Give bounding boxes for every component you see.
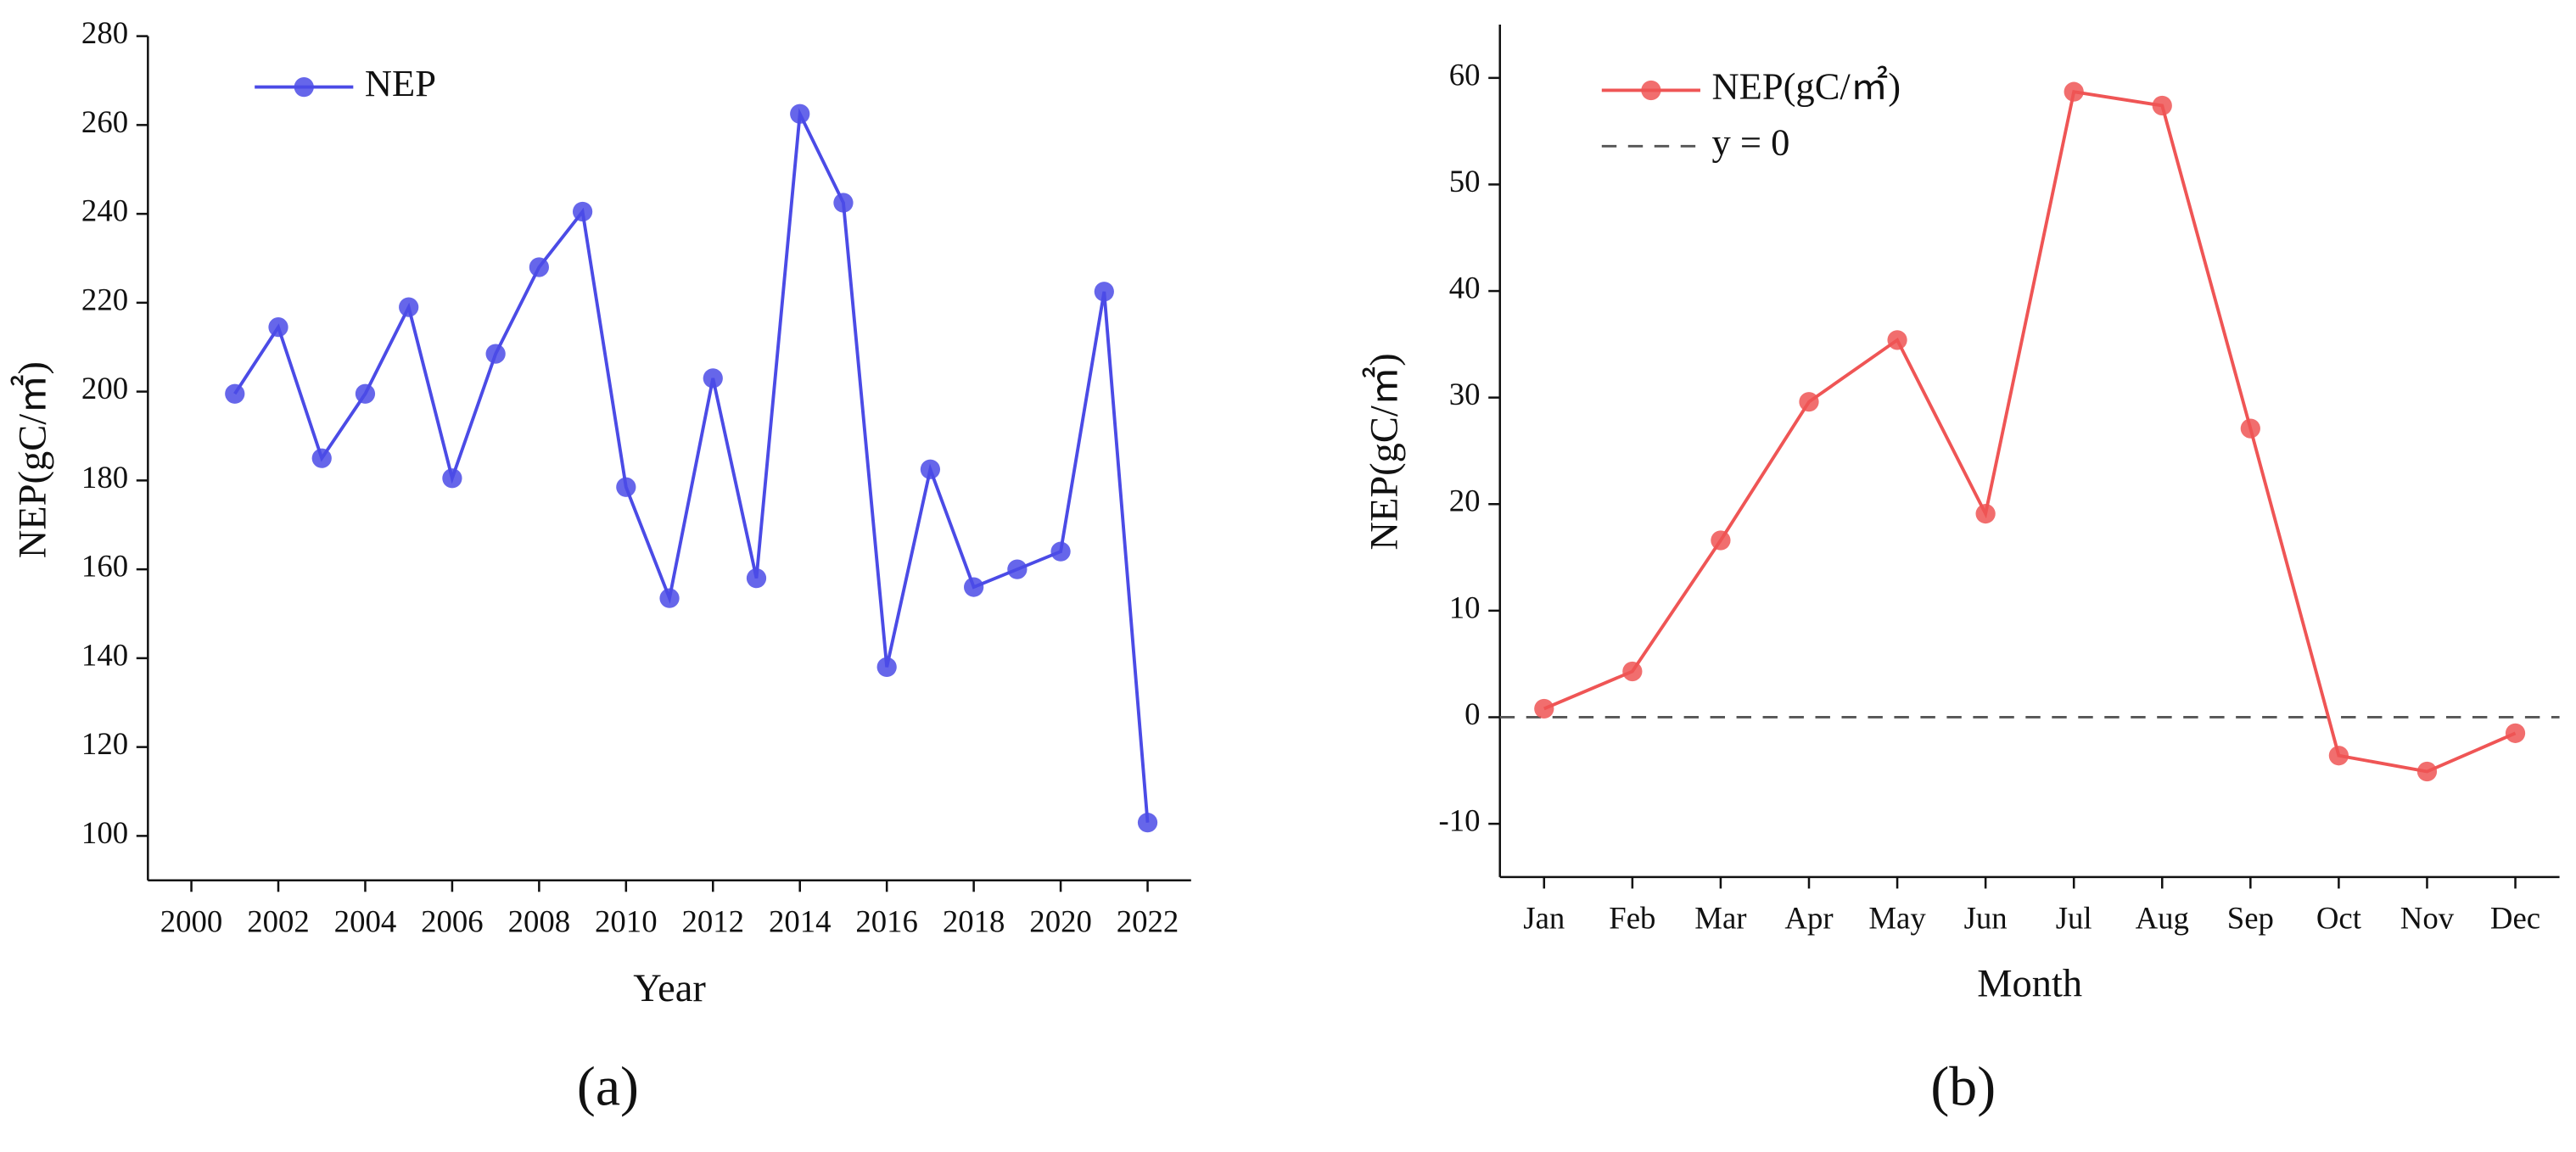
y-tick-label: 40 <box>1449 270 1481 305</box>
legend-label: NEP <box>365 62 436 104</box>
data-point <box>1887 330 1907 350</box>
x-axis-title: Month <box>1977 962 2082 1005</box>
y-tick-label: 20 <box>1449 484 1481 518</box>
data-point <box>1534 698 1554 719</box>
data-point <box>703 368 723 389</box>
y-tick-label: 220 <box>81 282 128 316</box>
data-point <box>268 317 288 338</box>
x-tick-label: Mar <box>1694 901 1746 936</box>
x-tick-label: Sep <box>2227 901 2274 936</box>
y-tick-label: 180 <box>81 460 128 495</box>
x-tick-label: 2016 <box>855 903 918 938</box>
data-point <box>2328 746 2349 766</box>
y-tick-label: 280 <box>81 15 128 50</box>
x-tick-label: 2014 <box>769 903 832 938</box>
x-tick-label: Feb <box>1609 901 1655 936</box>
data-point <box>311 448 332 468</box>
x-tick-label: Dec <box>2490 901 2540 936</box>
data-point <box>2152 95 2172 116</box>
legend-marker <box>1641 80 1661 101</box>
x-tick-label: 2010 <box>595 903 658 938</box>
series-line <box>1543 89 2517 774</box>
data-point <box>485 344 506 364</box>
x-axis-title: Year <box>633 967 706 1010</box>
y-tick-label: 140 <box>81 637 128 672</box>
y-tick-label: 30 <box>1449 377 1481 411</box>
panel-label: (a) <box>577 1056 639 1118</box>
y-axis-title: NEP(gC/㎡) <box>10 361 54 558</box>
y-axis-title: NEP(gC/㎡) <box>1363 353 1407 550</box>
data-point <box>1711 530 1731 551</box>
data-point <box>1050 541 1071 562</box>
y-tick-label: 10 <box>1449 590 1481 624</box>
x-tick-label: Jul <box>2056 901 2092 936</box>
y-tick-label: 260 <box>81 104 128 139</box>
panel-label: (b) <box>1930 1056 1996 1118</box>
data-point <box>746 568 767 589</box>
x-tick-label: 2018 <box>943 903 1005 938</box>
data-point <box>1007 559 1028 579</box>
data-point <box>1622 661 1643 682</box>
x-tick-label: Jan <box>1523 901 1565 936</box>
data-point <box>2505 723 2526 743</box>
data-point <box>2416 761 2438 782</box>
data-point <box>659 588 680 608</box>
x-tick-label: 2004 <box>334 903 397 938</box>
data-point <box>1799 392 1819 412</box>
data-point <box>920 459 941 479</box>
x-tick-label: 2020 <box>1029 903 1092 938</box>
data-point <box>1975 503 1996 524</box>
y-tick-label: 160 <box>81 549 128 584</box>
x-tick-label: 2008 <box>508 903 571 938</box>
data-point <box>442 468 462 489</box>
data-point <box>529 257 549 277</box>
y-tick-label: 200 <box>81 371 128 405</box>
data-point <box>355 383 376 404</box>
data-point <box>964 577 984 597</box>
x-tick-label: 2002 <box>247 903 310 938</box>
x-tick-label: May <box>1868 901 1926 936</box>
y-tick-label: 0 <box>1464 696 1480 731</box>
data-point <box>616 477 636 497</box>
data-point <box>225 383 245 404</box>
x-tick-label: 2012 <box>682 903 745 938</box>
x-tick-label: Oct <box>2316 901 2361 936</box>
y-tick-label: -10 <box>1439 803 1481 838</box>
x-tick-label: 2006 <box>421 903 484 938</box>
data-point <box>1137 813 1158 833</box>
data-point <box>1094 282 1114 302</box>
y-tick-label: 120 <box>81 726 128 761</box>
data-point <box>790 103 810 124</box>
series-line <box>233 108 1150 823</box>
y-tick-label: 240 <box>81 193 128 228</box>
y-tick-label: 100 <box>81 815 128 850</box>
x-tick-label: Aug <box>2136 901 2189 936</box>
x-tick-label: 2022 <box>1117 903 1179 938</box>
legend-label: NEP(gC/㎡) <box>1712 65 1901 108</box>
data-point <box>2064 81 2084 102</box>
x-tick-label: Jun <box>1964 901 2008 936</box>
data-point <box>572 201 593 222</box>
x-tick-label: Apr <box>1784 901 1833 936</box>
y-tick-label: 50 <box>1449 164 1481 199</box>
y-tick-label: 60 <box>1449 57 1481 92</box>
legend-marker <box>294 76 314 98</box>
data-point <box>399 297 419 317</box>
legend-label: y = 0 <box>1712 121 1790 164</box>
x-tick-label: 2000 <box>160 903 223 938</box>
data-point <box>876 657 897 677</box>
data-point <box>833 193 854 213</box>
data-point <box>2240 418 2260 439</box>
x-tick-label: Nov <box>2400 901 2455 936</box>
